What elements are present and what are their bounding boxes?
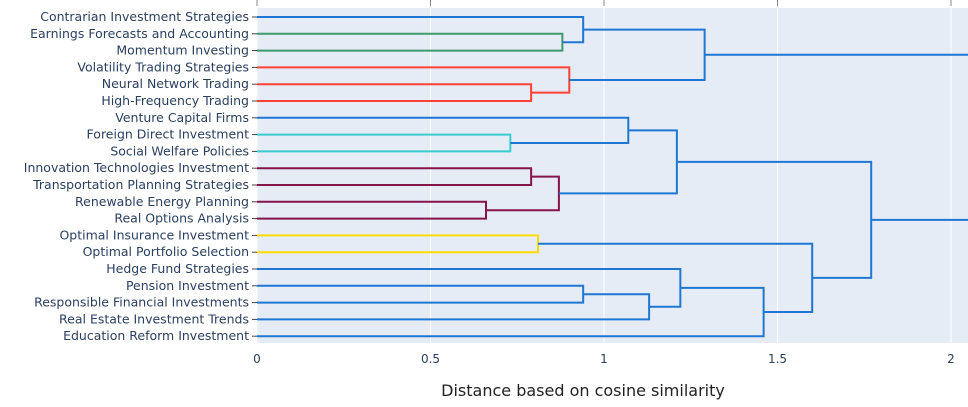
leaf-label: Innovation Technologies Investment [24,160,249,175]
plot-background [257,8,968,343]
grid-lines [256,8,952,343]
x-tick-label: 1 [600,352,608,366]
leaf-label: Responsible Financial Investments [34,295,249,310]
x-tick-label: 1.5 [768,352,787,366]
x-axis-title: Distance based on cosine similarity [441,381,725,400]
leaf-label: Optimal Portfolio Selection [83,244,249,259]
leaf-label: Contrarian Investment Strategies [40,9,249,24]
leaf-label: High-Frequency Trading [101,93,249,108]
leaf-label: Venture Capital Firms [115,110,249,125]
leaf-label: Momentum Investing [116,43,249,58]
leaf-label: Foreign Direct Investment [87,127,250,142]
leaf-labels: Contrarian Investment Strategies Earnings… [24,9,257,343]
leaf-label: Education Reform Investment [63,328,249,343]
x-tick-label: 2 [947,352,955,366]
dendrogram-links [257,16,968,338]
leaf-label: Volatility Trading Strategies [77,59,249,74]
leaf-label: Optimal Insurance Investment [59,227,249,242]
x-axis-ticks: 0 0.5 1 1.5 2 [253,0,955,366]
leaf-label: Social Welfare Policies [110,143,249,158]
x-tick-label: 0 [253,352,261,366]
leaf-label: Neural Network Trading [102,76,249,91]
leaf-label: Earnings Forecasts and Accounting [30,26,249,41]
leaf-label: Hedge Fund Strategies [106,261,249,276]
leaf-label: Real Estate Investment Trends [59,311,249,326]
leaf-label: Real Options Analysis [114,211,249,226]
leaf-label: Pension Investment [126,278,249,293]
x-tick-label: 0.5 [421,352,440,366]
leaf-label: Transportation Planning Strategies [32,177,249,192]
leaf-label: Renewable Energy Planning [75,194,249,209]
dendrogram-link [704,53,968,221]
